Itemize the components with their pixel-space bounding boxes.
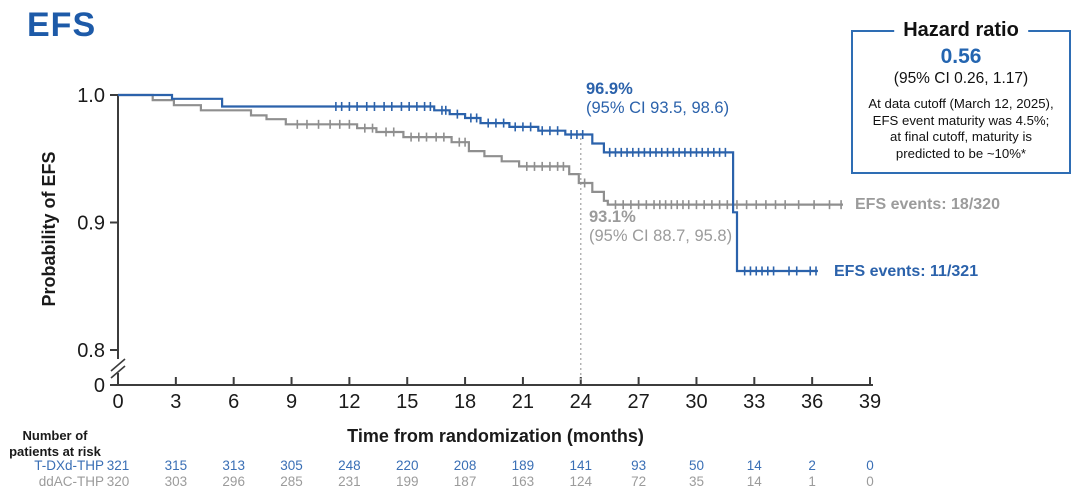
note-line-2: EFS event maturity was 4.5%; <box>872 112 1050 128</box>
x-tick-label: 0 <box>112 391 123 413</box>
risk-value: 141 <box>570 458 593 473</box>
x-tick-label: 30 <box>685 391 707 413</box>
hazard-ratio-ci: (95% CI 0.26, 1.17) <box>893 70 1029 87</box>
risk-value: 14 <box>747 474 763 489</box>
x-tick-label: 18 <box>454 391 476 413</box>
tdxd-24mo-ci: (95% CI 93.5, 98.6) <box>586 99 730 117</box>
risk-header-line-1: Number of <box>22 428 88 443</box>
y-tick-label: 0 <box>94 375 105 397</box>
risk-value: 220 <box>396 458 419 473</box>
risk-value: 315 <box>165 458 188 473</box>
x-tick-label: 12 <box>338 391 360 413</box>
risk-value: 187 <box>454 474 477 489</box>
x-axis-label: Time from randomization (months) <box>347 426 644 446</box>
ddac-24mo-annotation: 93.1% (95% CI 88.7, 95.8) <box>589 208 732 246</box>
km-curve-t-dxd-thp <box>118 93 818 273</box>
tdxd-24mo-percent: 96.9% <box>586 80 633 98</box>
note-line-3: at final cutoff, maturity is <box>890 129 1032 144</box>
risk-value: 163 <box>512 474 535 489</box>
hazard-ratio-value: 0.56 <box>940 45 982 68</box>
risk-value: 124 <box>570 474 593 489</box>
hazard-ratio-note: At data cutoff (March 12, 2025), EFS eve… <box>853 96 1069 162</box>
x-tick-label: 9 <box>286 391 297 413</box>
figure-title: EFS <box>27 6 97 44</box>
x-tick-label: 24 <box>570 391 592 413</box>
risk-value: 189 <box>512 458 535 473</box>
x-tick-label: 33 <box>743 391 765 413</box>
risk-value: 50 <box>689 458 704 473</box>
y-tick-label: 1.0 <box>77 85 105 107</box>
y-axis-label: Probability of EFS <box>39 151 59 307</box>
hazard-ratio-box: Hazard ratio 0.56 (95% CI 0.26, 1.17) At… <box>851 19 1071 174</box>
risk-value: 35 <box>689 474 704 489</box>
risk-value: 208 <box>454 458 477 473</box>
x-tick-label: 21 <box>512 391 534 413</box>
axis-break-slash <box>110 358 126 372</box>
hazard-ratio-box-title: Hazard ratio <box>894 19 1028 42</box>
y-tick-label: 0.9 <box>77 213 105 235</box>
x-tick-label: 27 <box>627 391 649 413</box>
ddac-24mo-ci: (95% CI 88.7, 95.8) <box>589 227 733 245</box>
risk-header-line-2: patients at risk <box>9 443 101 459</box>
risk-value: 0 <box>866 474 874 489</box>
x-tick-label: 6 <box>228 391 239 413</box>
x-tick-label: 15 <box>396 391 418 413</box>
tdxd-24mo-annotation: 96.9% (95% CI 93.5, 98.6) <box>586 80 729 118</box>
risk-value: 285 <box>280 474 303 489</box>
risk-value: 72 <box>631 474 646 489</box>
risk-value: 231 <box>338 474 361 489</box>
ddac-events-label: EFS events: 18/320 <box>855 196 1000 213</box>
risk-value: 2 <box>808 458 816 473</box>
risk-value: 248 <box>338 458 361 473</box>
risk-value: 321 <box>107 458 130 473</box>
risk-value: 303 <box>165 474 188 489</box>
risk-value: 313 <box>222 458 245 473</box>
axis-break-slash <box>110 365 126 379</box>
note-line-4: predicted to be ~10%* <box>895 145 1027 161</box>
risk-value: 14 <box>747 458 763 473</box>
y-tick-label: 0.8 <box>77 340 105 362</box>
risk-value: 199 <box>396 474 419 489</box>
risk-value: 1 <box>808 474 816 489</box>
km-curve-ddac-thp <box>118 93 843 206</box>
risk-value: 305 <box>280 458 303 473</box>
x-tick-label: 3 <box>170 391 181 413</box>
risk-row-label-ddac-thp: ddAC-THP <box>39 474 104 489</box>
tdxd-events-label: EFS events: 11/321 <box>834 263 979 280</box>
risk-table-header: Number of patients at risk <box>2 428 108 459</box>
x-tick-label: 39 <box>859 391 881 413</box>
x-tick-label: 36 <box>801 391 823 413</box>
risk-value: 0 <box>866 458 874 473</box>
risk-value: 93 <box>631 458 646 473</box>
risk-row-label-t-dxd-thp: T-DXd-THP <box>34 458 104 473</box>
risk-value: 296 <box>222 474 245 489</box>
risk-value: 320 <box>107 474 130 489</box>
note-line-1: At data cutoff (March 12, 2025), <box>868 96 1054 111</box>
ddac-24mo-percent: 93.1% <box>589 208 636 226</box>
